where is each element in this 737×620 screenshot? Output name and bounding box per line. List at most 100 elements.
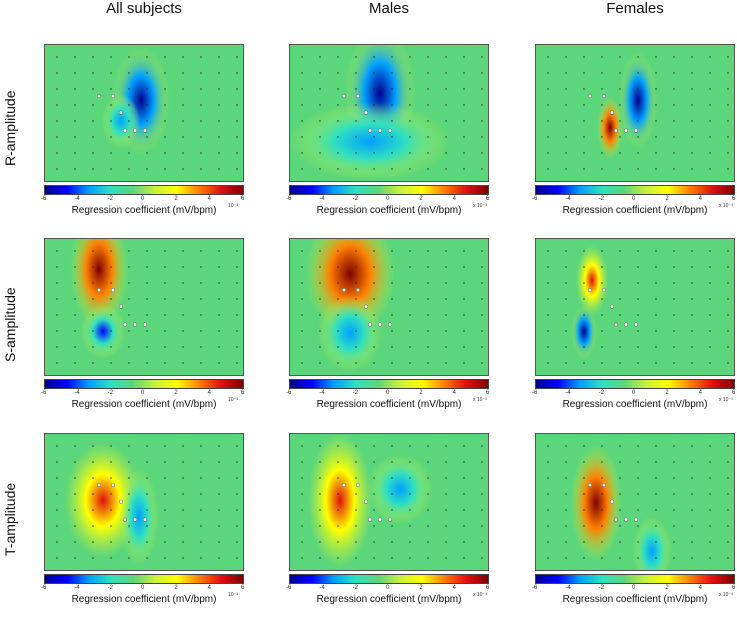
electrode-dot (74, 314, 76, 316)
electrode-dot (92, 298, 94, 300)
electrode-dot (481, 152, 483, 154)
electrode-dot (619, 120, 621, 122)
electrode-dot (727, 362, 729, 364)
electrode-dot (92, 493, 94, 495)
electrode-dot (56, 314, 58, 316)
electrode-dot (200, 314, 202, 316)
electrode-dot (481, 525, 483, 527)
electrode-dot (92, 525, 94, 527)
electrode-dot (691, 152, 693, 154)
electrode-dot (727, 298, 729, 300)
electrode-dot (463, 56, 465, 58)
electrode-dot (391, 509, 393, 511)
electrode-dot (355, 525, 357, 527)
electrode-dot (547, 72, 549, 74)
electrode-dot (337, 461, 339, 463)
electrode-dot (236, 346, 238, 348)
electrode-dot (481, 72, 483, 74)
electrode-dot (92, 136, 94, 138)
colorbar-tick: -4 (74, 585, 80, 591)
electrode-dot (727, 461, 729, 463)
electrode-dot (218, 509, 220, 511)
electrode-dot (709, 461, 711, 463)
electrode-dot (691, 525, 693, 527)
colorbar-exponent: x 10⁻³ (473, 592, 487, 598)
electrode-dot (92, 120, 94, 122)
highlighted-electrode (377, 322, 382, 327)
electrode-dot (319, 266, 321, 268)
electrode-dot (218, 56, 220, 58)
electrode-dot (301, 250, 303, 252)
electrode-dot (583, 541, 585, 543)
electrode-dot (373, 314, 375, 316)
electrode-dot (92, 152, 94, 154)
electrode-dot (236, 266, 238, 268)
electrode-dot (200, 266, 202, 268)
electrode-dot (182, 461, 184, 463)
electrode-dot (182, 445, 184, 447)
electrode-dot (463, 168, 465, 170)
electrode-dot (74, 152, 76, 154)
colorbar-tick: 0 (141, 585, 145, 591)
electrode-dot (56, 266, 58, 268)
electrode-dot (565, 477, 567, 479)
electrode-dot (655, 557, 657, 559)
electrode-dot (92, 88, 94, 90)
electrode-dot (373, 298, 375, 300)
electrode-dot (547, 362, 549, 364)
electrode-dot (463, 330, 465, 332)
electrode-dot (236, 557, 238, 559)
electrode-dot (200, 282, 202, 284)
electrode-dot (337, 136, 339, 138)
electrode-dot (182, 168, 184, 170)
heatmap-blob (618, 51, 658, 149)
electrode-dot (92, 477, 94, 479)
electrode-dot (319, 88, 321, 90)
heatmap-blob (632, 516, 672, 570)
electrode-dot (182, 72, 184, 74)
electrode-dot (583, 493, 585, 495)
electrode-dot (709, 250, 711, 252)
electrode-dot (709, 282, 711, 284)
colorbar-label: Regression coefficient (mV/bpm) (562, 594, 708, 605)
electrode-dot (481, 314, 483, 316)
colorbar-tick: -6 (41, 390, 47, 396)
electrode-dot (691, 88, 693, 90)
electrode-dot (583, 330, 585, 332)
electrode-dot (583, 477, 585, 479)
row-title-r: R-amplitude (2, 90, 18, 166)
electrode-dot (146, 72, 148, 74)
electrode-dot (146, 461, 148, 463)
electrode-dot (182, 266, 184, 268)
electrode-dot (547, 266, 549, 268)
electrode-dot (319, 56, 321, 58)
electrode-dot (373, 72, 375, 74)
electrode-dot (709, 298, 711, 300)
heatmap-blob (576, 245, 608, 316)
highlighted-electrode (387, 517, 392, 522)
electrode-dot (128, 152, 130, 154)
electrode-dot (619, 346, 621, 348)
electrode-dot (128, 250, 130, 252)
electrode-dot (319, 250, 321, 252)
electrode-dot (373, 88, 375, 90)
electrode-dot (619, 330, 621, 332)
electrode-dot (146, 477, 148, 479)
highlighted-electrode (142, 128, 147, 133)
colorbar-tick: -4 (74, 196, 80, 202)
colorbar-tick: 2 (174, 585, 178, 591)
electrode-dot (319, 509, 321, 511)
electrode-dot (110, 152, 112, 154)
electrode-dot (200, 493, 202, 495)
electrode-dot (637, 72, 639, 74)
electrode-dot (200, 56, 202, 58)
electrode-dot (637, 120, 639, 122)
electrode-dot (301, 56, 303, 58)
electrode-dot (691, 477, 693, 479)
electrode-dot (337, 104, 339, 106)
electrode-dot (463, 314, 465, 316)
electrode-dot (236, 136, 238, 138)
electrode-dot (619, 266, 621, 268)
colorbar-tick: -6 (286, 196, 292, 202)
electrode-dot (200, 88, 202, 90)
